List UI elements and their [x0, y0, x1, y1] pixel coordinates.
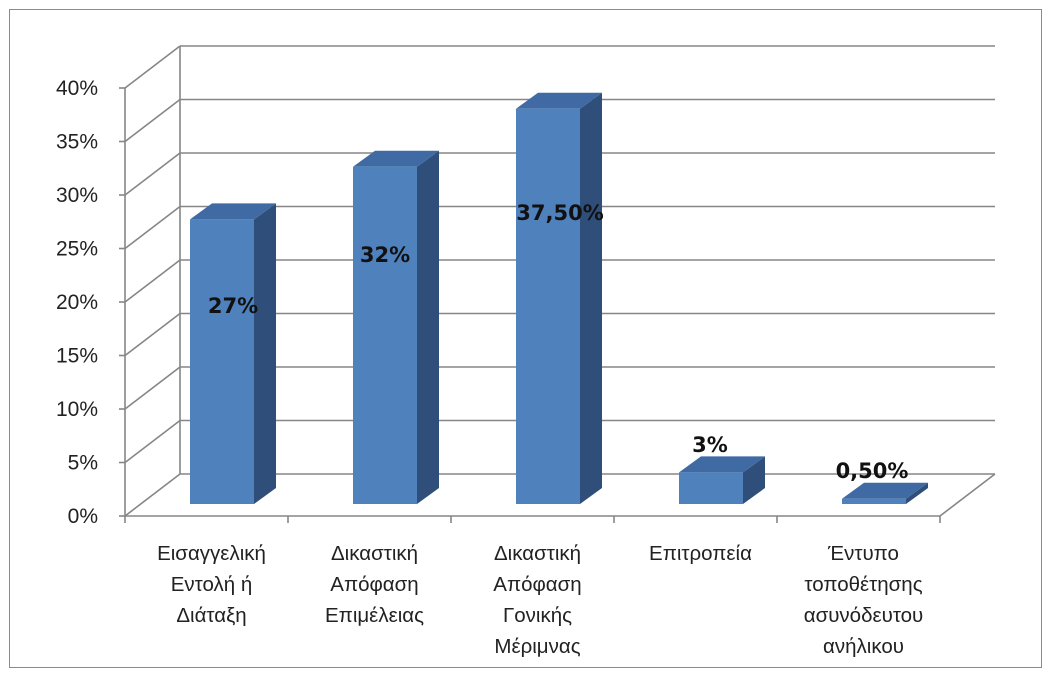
y-tick-label: 25% [56, 238, 98, 261]
bar-side [906, 482, 928, 504]
gridline-side [124, 205, 181, 250]
bar-top [353, 150, 439, 167]
chart-frame [9, 9, 1042, 668]
x-tick-label: Έντυπο τοποθέτησης ασυνόδευτου ανήλικου [804, 542, 924, 658]
y-tick-label: 30% [56, 184, 98, 207]
bar [516, 108, 580, 505]
data-label: 0,50% [836, 459, 909, 483]
x-tick-label: Εισαγγελική Εντολή ή Διάταξη [157, 542, 266, 627]
bar [842, 498, 906, 504]
x-tick-label: Δικαστική Απόφαση Γονικής Μέριμνας [493, 542, 581, 658]
y-tick-label: 35% [56, 131, 98, 154]
y-tick-label: 5% [68, 452, 98, 475]
gridline-side [124, 45, 181, 89]
y-tick-label: 40% [56, 77, 98, 100]
data-label: 3% [692, 433, 728, 457]
data-label: 32% [360, 243, 410, 267]
bar [190, 219, 254, 504]
bar-top [190, 203, 276, 220]
bar-top [516, 92, 602, 109]
bar-side [417, 150, 439, 504]
y-tick-label: 0% [68, 505, 98, 528]
gridline-side [124, 419, 181, 464]
data-label: 27% [208, 294, 258, 318]
floor-edge [939, 473, 996, 517]
bar-side [743, 456, 765, 504]
bar-side [580, 92, 602, 505]
bar-side [254, 203, 276, 504]
y-tick-label: 10% [56, 398, 98, 421]
gridline-side [124, 312, 181, 357]
y-tick-label: 15% [56, 345, 98, 368]
data-label: 37,50% [516, 201, 603, 225]
gridline-side [124, 366, 181, 410]
bar [353, 166, 417, 504]
gridline-side [124, 152, 181, 196]
x-tick-label: Δικαστική Απόφαση Επιμέλειας [325, 542, 424, 627]
y-tick-label: 20% [56, 291, 98, 314]
x-tick-label: Επιτροπεία [649, 542, 752, 565]
bar [679, 472, 743, 504]
bar-top [842, 482, 928, 499]
gridline-side [124, 98, 181, 143]
gridline-side [124, 473, 181, 517]
bar-top [679, 456, 765, 473]
gridline-side [124, 259, 181, 303]
